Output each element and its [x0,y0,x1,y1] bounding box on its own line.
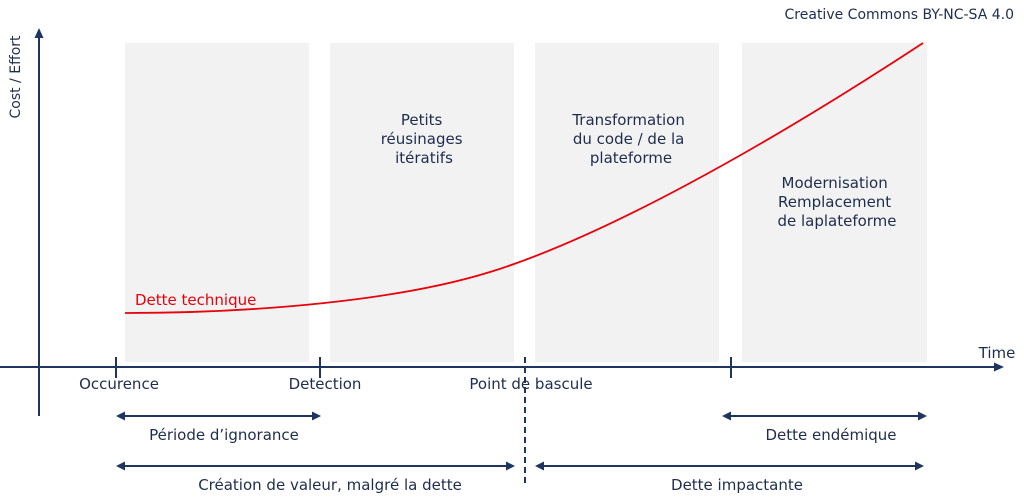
span-value-creation-arrow [116,461,515,471]
phase-block-3 [535,43,719,362]
phase-block-2 [330,43,514,362]
x-axis-arrowhead [994,362,1004,372]
y-axis-arrowhead [34,28,44,38]
technical-debt-curve [124,42,924,314]
x-axis-label: Time [978,344,1016,362]
phase-block-1 [125,43,309,362]
milestone-tipping-point: Point de bascule [469,375,592,393]
y-axis-label: Cost / Effort [8,35,24,119]
span-endemic-label: Dette endémique [765,426,896,444]
span-ignorance-arrow [116,411,321,421]
span-value-creation-label: Création de valeur, malgré la dette [198,476,462,494]
span-impacting-label: Dette impactante [671,476,803,494]
milestone-occurence: Occurence [79,375,159,393]
span-endemic-arrow [722,411,927,421]
span-ignorance-label: Période d’ignorance [149,426,299,444]
phase-label-2: Petits réusinages itératifs [381,111,468,167]
phase-block-4 [742,43,927,362]
phase-label-4: Modernisation Remplacement de laplatefor… [777,174,896,230]
span-impacting-arrow [535,461,924,471]
milestone-detection: Detection [289,375,362,393]
phase-label-3: Transformation du code / de la plateform… [571,111,689,167]
curve-label: Dette technique [135,291,256,309]
license-text: Creative Commons BY-NC-SA 4.0 [785,7,1014,23]
